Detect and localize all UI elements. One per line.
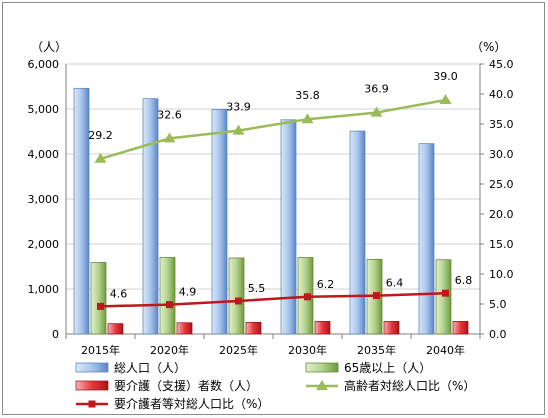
- y-right-unit: （%）: [471, 40, 506, 54]
- data-label: 4.6: [110, 287, 128, 300]
- x-tick-label: 2035年: [357, 343, 396, 357]
- legend-label: 要介護者等対総人口比（%）: [114, 396, 269, 411]
- data-label: 6.2: [317, 278, 335, 291]
- legend-swatch: [75, 362, 109, 373]
- bar: [349, 130, 366, 335]
- y-right-tick: 30.0: [489, 148, 514, 161]
- marker-triangle: [439, 94, 452, 104]
- data-label: 39.0: [433, 70, 458, 83]
- y-right-tick: 45.0: [489, 58, 514, 71]
- legend-label: 65歳以上（人）: [344, 361, 431, 375]
- marker-square: [166, 301, 173, 309]
- bar: [107, 323, 124, 335]
- marker-square: [373, 292, 380, 300]
- y-right-tick: 20.0: [489, 208, 514, 221]
- bar: [73, 87, 90, 335]
- data-label: 4.9: [179, 286, 197, 299]
- bar: [418, 143, 435, 335]
- bar: [314, 321, 331, 335]
- bars: [73, 87, 469, 335]
- x-tick-label: 2030年: [288, 343, 327, 357]
- series-line: [100, 98, 446, 160]
- bar: [245, 321, 262, 335]
- legend-marker: [88, 400, 96, 408]
- legend-label: 要介護（支援）者数（人）: [114, 378, 258, 393]
- marker-triangle: [370, 106, 383, 117]
- bar: [228, 257, 245, 335]
- bar: [176, 322, 193, 335]
- series-line: [100, 291, 446, 308]
- bar: [211, 109, 228, 335]
- y-right-tick: 25.0: [489, 178, 514, 191]
- marker-square: [442, 289, 449, 297]
- y-left-tick: 5,000: [28, 103, 60, 116]
- bar: [90, 262, 107, 335]
- marker-square: [235, 297, 242, 305]
- legend-swatch: [75, 380, 109, 391]
- y-left-unit: （人）: [31, 40, 67, 54]
- legend-label: 高齢者対総人口比（%）: [344, 378, 475, 393]
- legend-marker: [316, 380, 328, 390]
- y-right-tick: 0.0: [489, 328, 507, 341]
- marker-triangle: [163, 132, 176, 143]
- data-label: 5.5: [248, 282, 266, 295]
- data-label: 33.9: [226, 101, 251, 114]
- y-right-tick: 10.0: [489, 268, 514, 281]
- x-tick-label: 2020年: [150, 343, 189, 357]
- y-left-tick: 6,000: [28, 58, 60, 71]
- data-label: 36.9: [364, 83, 389, 96]
- bar: [280, 119, 297, 335]
- y-left-tick: 2,000: [28, 238, 60, 251]
- bar: [383, 321, 400, 335]
- marker-triangle: [232, 124, 245, 135]
- y-left-tick: 3,000: [28, 193, 60, 206]
- gridlines: [66, 63, 480, 335]
- y-right-tick: 15.0: [489, 238, 514, 251]
- legend-label: 総人口（人）: [114, 361, 186, 375]
- y-right-tick: 5.0: [489, 298, 507, 311]
- combo-chart: （人） （%） 01,0002,0003,0004,0005,0006,0000…: [28, 40, 514, 411]
- bar: [159, 257, 176, 335]
- y-right-tick: 40.0: [489, 88, 514, 101]
- data-label: 35.8: [295, 89, 320, 102]
- bar: [452, 321, 469, 335]
- bar: [435, 259, 452, 335]
- x-tick-label: 2025年: [219, 343, 258, 357]
- data-label: 29.2: [88, 129, 113, 142]
- marker-triangle: [94, 152, 107, 163]
- marker-triangle: [301, 113, 314, 124]
- bar: [142, 98, 159, 335]
- x-tick-label: 2015年: [81, 343, 120, 357]
- data-label: 32.6: [157, 108, 182, 121]
- y-right-tick: 35.0: [489, 118, 514, 131]
- y-left-tick: 4,000: [28, 148, 60, 161]
- chart-frame: （人） （%） 0 1,000 2,000 3,000 4,000 5,000 6,000 0…: [2, 2, 545, 415]
- marker-square: [97, 302, 104, 310]
- axes: 0 1,000 2,000 3,000 4,000 5,000 6,000 0.0 5.0 10.…: [28, 58, 514, 357]
- marker-square: [304, 293, 311, 301]
- data-label: 6.8: [455, 274, 473, 287]
- data-label: 6.4: [386, 277, 404, 290]
- legend-swatch: [305, 362, 339, 373]
- legend: 総人口（人） 65歳以上（人） 要介護（支援）者数（人） 高齢者対総人口比（%） 要介護…: [75, 361, 475, 411]
- x-tick-label: 2040年: [426, 343, 465, 357]
- y-left-tick: 0: [52, 328, 59, 341]
- lines: 29.2 32.6 33.9 35.8 36.9 39.0 4.6 4.9 5.5 6.2 6.4 6…: [88, 70, 472, 310]
- y-left-tick: 1,000: [28, 283, 60, 296]
